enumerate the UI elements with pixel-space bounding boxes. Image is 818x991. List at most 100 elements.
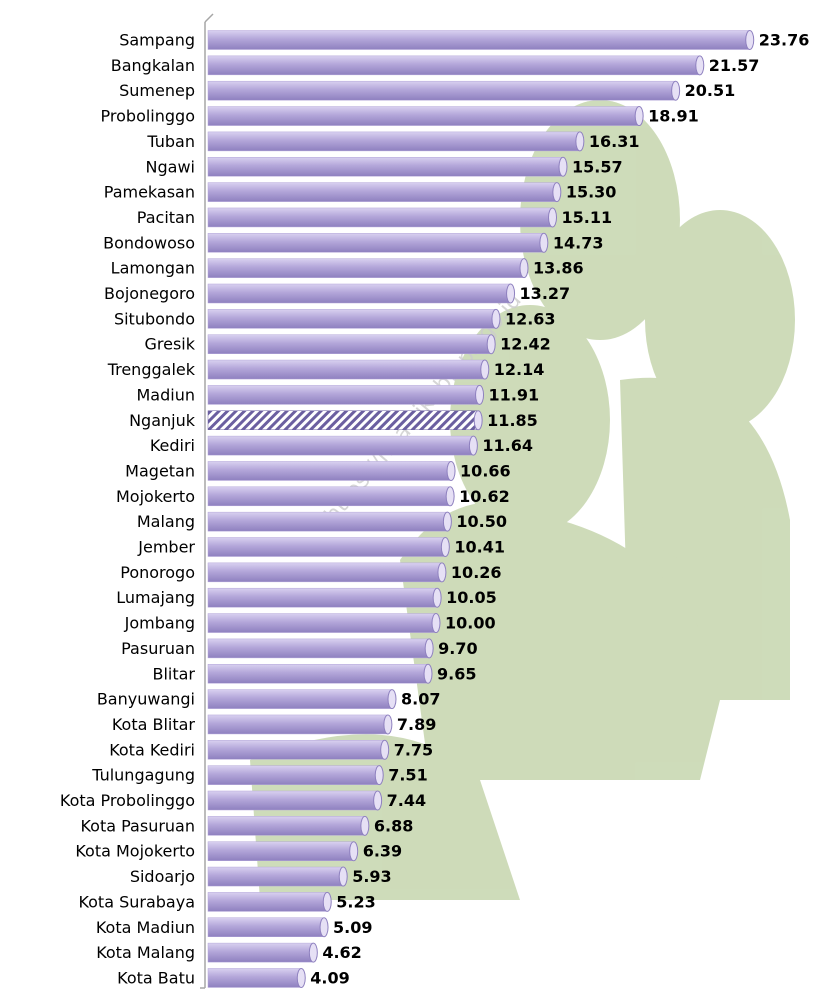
bar-cap	[476, 385, 484, 404]
value-label: 12.14	[494, 360, 545, 379]
bar	[208, 461, 451, 480]
bar-cap	[746, 31, 754, 50]
value-label: 4.62	[322, 943, 361, 962]
value-label: 12.63	[505, 309, 556, 328]
bar-cap	[425, 639, 433, 658]
category-label: Lamongan	[111, 259, 195, 278]
bar	[208, 385, 480, 404]
category-label: Ponorogo	[120, 563, 195, 582]
bar	[208, 563, 442, 582]
bar-cap	[323, 892, 331, 911]
value-label: 4.09	[310, 968, 349, 987]
bar	[208, 31, 750, 50]
category-label: Kota Madiun	[96, 918, 195, 937]
bar-cap	[540, 233, 548, 252]
category-label: Lumajang	[116, 588, 195, 607]
bar	[208, 360, 485, 379]
bar	[208, 664, 428, 683]
value-label: 23.76	[759, 31, 810, 50]
bar-cap	[424, 664, 432, 683]
value-label: 10.62	[459, 487, 510, 506]
category-label: Kota Blitar	[112, 715, 196, 734]
value-label: 10.66	[460, 461, 511, 480]
bar	[208, 639, 429, 658]
value-label: 11.64	[482, 436, 533, 455]
category-label: Sidoarjo	[130, 867, 195, 886]
value-label: 10.41	[454, 538, 505, 557]
bar-cap	[432, 614, 440, 633]
bar	[208, 157, 563, 176]
category-label: Kota Kediri	[109, 740, 195, 759]
bar	[208, 259, 524, 278]
value-label: 5.23	[336, 892, 375, 911]
bar-cap	[447, 461, 455, 480]
bar	[208, 284, 511, 303]
category-label: Tuban	[146, 132, 195, 151]
category-label: Banyuwangi	[97, 690, 195, 709]
bar	[208, 892, 327, 911]
value-label: 11.91	[489, 385, 540, 404]
bar	[208, 968, 301, 987]
category-label: Magetan	[125, 461, 195, 480]
category-label: Malang	[137, 512, 195, 531]
value-label: 10.00	[445, 614, 496, 633]
bar-cap	[438, 563, 446, 582]
bar	[208, 614, 436, 633]
value-label: 6.39	[363, 842, 402, 861]
bar	[208, 411, 478, 430]
bar	[208, 715, 388, 734]
bar-cap	[446, 487, 454, 506]
category-label: Kota Probolinggo	[60, 791, 195, 810]
category-label: Mojokerto	[116, 487, 195, 506]
value-label: 16.31	[589, 132, 640, 151]
bar-cap	[388, 690, 396, 709]
value-label: 5.09	[333, 918, 372, 937]
bar-cap	[441, 538, 449, 557]
bar-cap	[487, 335, 495, 354]
category-label: Pacitan	[137, 208, 195, 227]
bar-cap	[433, 588, 441, 607]
bar-cap	[507, 284, 515, 303]
bar	[208, 791, 378, 810]
bar-cap	[576, 132, 584, 151]
category-label: Jember	[137, 538, 195, 557]
category-label: Tulungagung	[91, 766, 195, 785]
bar	[208, 56, 700, 75]
bar-cap	[381, 740, 389, 759]
category-label: Madiun	[137, 385, 196, 404]
bar-cap	[549, 208, 557, 227]
bar-cap	[492, 309, 500, 328]
category-label: Kota Surabaya	[78, 892, 195, 911]
bar-cap	[672, 81, 680, 100]
bar	[208, 512, 447, 531]
value-label: 9.70	[438, 639, 477, 658]
bar	[208, 487, 450, 506]
value-label: 9.65	[437, 664, 476, 683]
category-label: Pasuruan	[121, 639, 195, 658]
bar	[208, 690, 392, 709]
bar-cap	[696, 56, 704, 75]
value-label: 12.42	[500, 335, 551, 354]
category-label: Kota Batu	[117, 968, 195, 987]
bar-cap	[374, 791, 382, 810]
bar	[208, 132, 580, 151]
category-label: Kota Pasuruan	[80, 816, 195, 835]
bar	[208, 766, 379, 785]
value-label: 13.86	[533, 259, 584, 278]
category-label: Bojonegoro	[104, 284, 195, 303]
category-label: Kota Mojokerto	[75, 842, 195, 861]
bar	[208, 943, 313, 962]
value-label: 7.44	[387, 791, 426, 810]
category-label: Jombang	[124, 614, 195, 633]
value-label: 5.93	[352, 867, 391, 886]
category-label: Situbondo	[114, 309, 195, 328]
bar-cap	[443, 512, 451, 531]
category-label: Trenggalek	[107, 360, 196, 379]
value-label: 6.88	[374, 816, 413, 835]
bar-cap	[520, 259, 528, 278]
value-label: 7.75	[394, 740, 433, 759]
bar-cap	[375, 766, 383, 785]
category-label: Kota Malang	[96, 943, 195, 962]
bar-cap	[339, 867, 347, 886]
bar	[208, 233, 544, 252]
